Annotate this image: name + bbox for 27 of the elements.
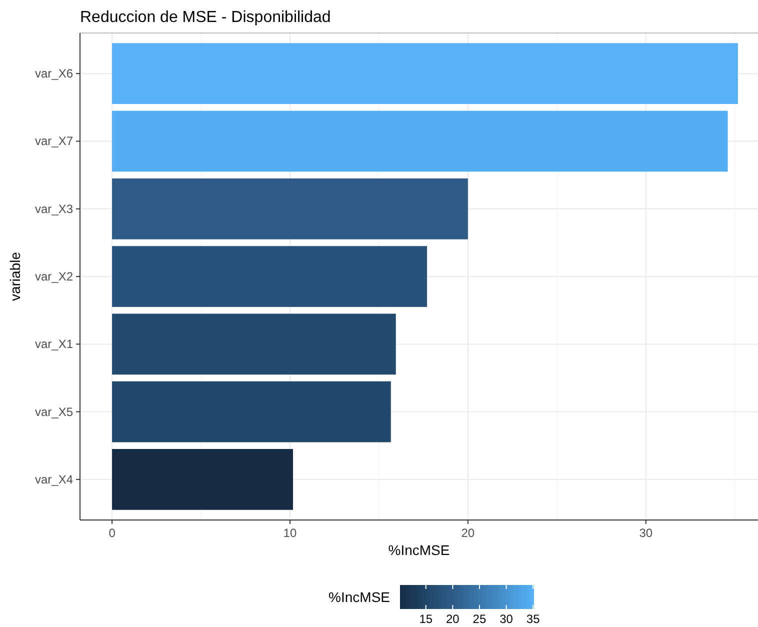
bar [112, 43, 738, 104]
bar [112, 314, 396, 375]
chart-title: Reduccion de MSE - Disponibilidad [80, 9, 331, 26]
y-tick-label: var_X4 [34, 472, 74, 486]
y-tick-label: var_X7 [34, 134, 74, 148]
bar [112, 448, 294, 510]
color-bar-label: 20 [446, 612, 460, 626]
x-axis-title: %IncMSE [388, 542, 450, 558]
color-bar-label: 15 [419, 612, 433, 626]
color-bar-label: 35 [526, 612, 540, 626]
y-tick-label: var_X1 [34, 337, 74, 352]
x-tick-label: 0 [108, 526, 116, 540]
y-tick-label: var_X5 [34, 404, 74, 419]
color-bar-label: 30 [500, 612, 514, 626]
x-tick-label: 30 [639, 526, 653, 540]
color-bar-title: %IncMSE [328, 589, 390, 605]
y-tick-label: var_X3 [34, 202, 74, 216]
bar [112, 178, 468, 240]
bar [112, 246, 428, 307]
bar [112, 110, 728, 172]
color-bar-label: 25 [472, 612, 486, 626]
x-tick-label: 20 [461, 526, 475, 540]
x-tick-label: 10 [283, 526, 297, 540]
y-axis-title: variable [7, 252, 23, 302]
y-tick-label: var_X6 [34, 66, 74, 81]
y-tick-label: var_X2 [34, 270, 74, 284]
bar [112, 381, 391, 442]
